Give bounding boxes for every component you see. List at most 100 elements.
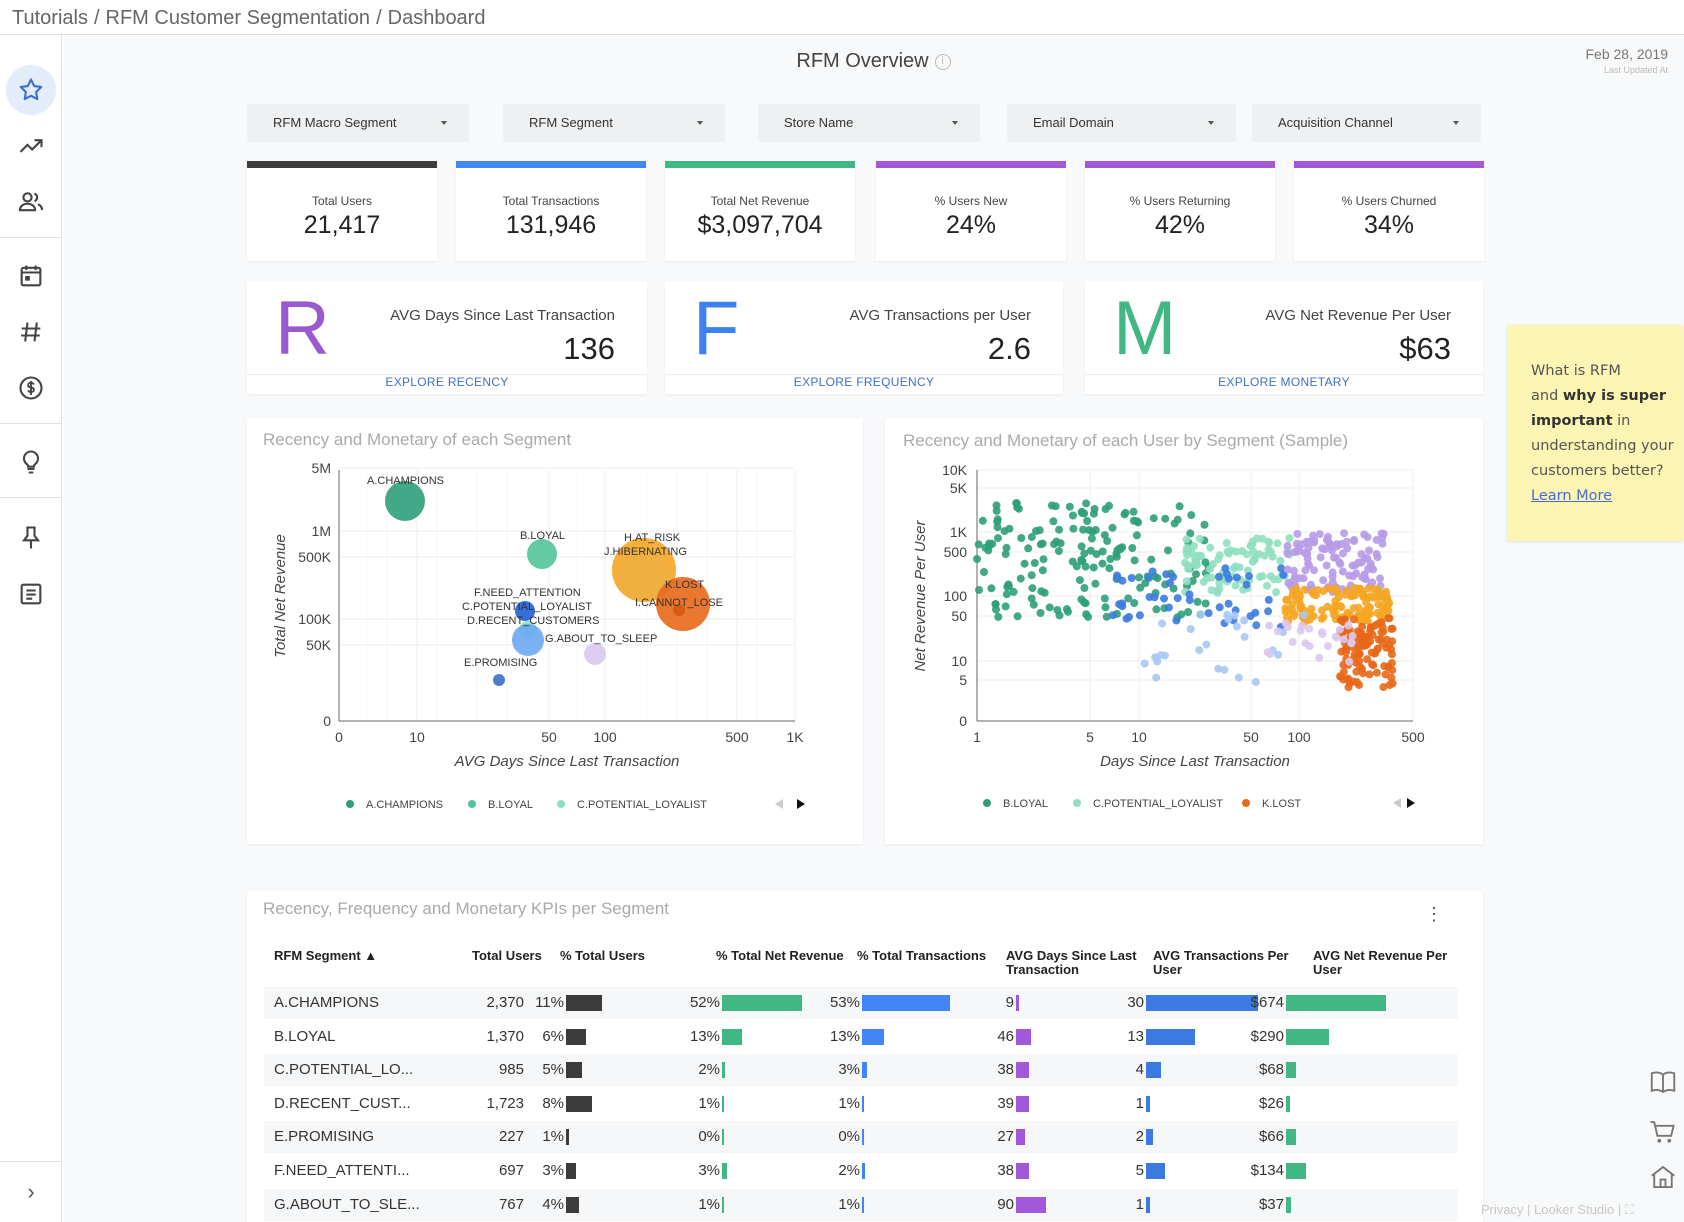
scatter-point bbox=[1345, 657, 1354, 666]
bubble-label: I.CANNOT_LOSE bbox=[635, 597, 723, 609]
col-avg-net-revenue-header[interactable]: AVG Net Revenue Per User bbox=[1313, 948, 1448, 977]
explore-monetary-link[interactable]: EXPLORE MONETARY bbox=[1085, 374, 1483, 394]
last-updated: Feb 28, 2019 Last Updated At bbox=[1585, 46, 1668, 75]
legend-prev-icon bbox=[775, 799, 783, 809]
cell-avg-days: 27 bbox=[997, 1128, 1014, 1146]
lightbulb-icon[interactable] bbox=[6, 437, 56, 487]
bar-pct-users bbox=[566, 1196, 580, 1213]
fullscreen-icon[interactable]: ⛶ bbox=[1624, 1202, 1634, 1217]
cell-avg-transactions: 30 bbox=[1127, 994, 1144, 1011]
cell-pct-transactions: 1% bbox=[838, 1094, 860, 1112]
scatter-point bbox=[1082, 499, 1091, 508]
scatter-point bbox=[1118, 543, 1127, 552]
expand-sidebar-button[interactable]: › bbox=[0, 1161, 62, 1221]
y-tick-label: 5K bbox=[950, 480, 968, 496]
legend-marker bbox=[468, 800, 476, 808]
bar-avg-days bbox=[1016, 1062, 1029, 1079]
kpi-users-new: % Users New 24% bbox=[876, 161, 1066, 261]
scatter-point bbox=[1387, 659, 1396, 667]
trending-up-icon[interactable] bbox=[6, 121, 56, 171]
bar-avg-days bbox=[1016, 995, 1019, 1011]
scatter-point bbox=[1292, 594, 1301, 603]
col-pct-transactions-header[interactable]: % Total Transactions bbox=[857, 948, 987, 963]
calendar-icon[interactable] bbox=[6, 251, 56, 301]
scatter-point bbox=[1030, 559, 1039, 567]
col-avg-days-header[interactable]: AVG Days Since Last Transaction bbox=[1006, 948, 1137, 977]
breadcrumb-item-report[interactable]: RFM Customer Segmentation bbox=[105, 7, 371, 29]
bar-avg-net-revenue bbox=[1286, 1196, 1292, 1213]
table-row[interactable]: F.NEED_ATTENTI... 697 3% 3% 2% 38 5 $134 bbox=[264, 1155, 1458, 1187]
scatter-point bbox=[1161, 514, 1170, 523]
table-row[interactable]: C.POTENTIAL_LO... 985 5% 2% 3% 38 4 $68 bbox=[264, 1054, 1458, 1087]
scatter-point bbox=[1098, 547, 1107, 556]
col-pct-total-users-header[interactable]: % Total Users bbox=[560, 948, 646, 963]
explore-frequency-link[interactable]: EXPLORE FREQUENCY bbox=[665, 374, 1063, 394]
filter-email-domain[interactable]: Email Domain bbox=[1007, 104, 1236, 142]
info-icon[interactable]: i bbox=[934, 53, 951, 70]
table-row[interactable]: E.PROMISING 227 1% 0% 0% 27 2 $66 bbox=[264, 1121, 1458, 1154]
scatter-point bbox=[1162, 570, 1171, 579]
bubble-i-cannot-lose bbox=[673, 604, 685, 616]
cell-pct-users: 11% bbox=[535, 994, 564, 1011]
home-icon[interactable] bbox=[1648, 1162, 1678, 1192]
star-icon[interactable] bbox=[6, 65, 56, 115]
scatter-point bbox=[1270, 575, 1279, 584]
pin-icon[interactable] bbox=[6, 513, 56, 563]
legend-prev-icon bbox=[1393, 798, 1401, 808]
scatter-point bbox=[1098, 559, 1107, 568]
book-icon[interactable] bbox=[1648, 1067, 1678, 1097]
table-row[interactable]: A.CHAMPIONS 2,370 11% 52% 53% 9 30 $674 bbox=[264, 987, 1458, 1019]
bar-pct-revenue bbox=[722, 1095, 724, 1112]
scatter-point bbox=[1388, 679, 1397, 688]
scatter-point bbox=[1372, 668, 1381, 677]
cell-segment: E.PROMISING bbox=[274, 1128, 375, 1146]
user-scatter-chart-card: Recency and Monetary of each User by Seg… bbox=[885, 418, 1483, 844]
scatter-point bbox=[1379, 683, 1388, 692]
filter-store-name[interactable]: Store Name bbox=[758, 104, 980, 142]
bar-avg-days bbox=[1016, 1196, 1046, 1213]
x-tick-label: 50 bbox=[1243, 729, 1259, 745]
scatter-point bbox=[1172, 616, 1181, 625]
scatter-point bbox=[1020, 559, 1029, 568]
scatter-point bbox=[1223, 547, 1232, 556]
explore-recency-link[interactable]: EXPLORE RECENCY bbox=[247, 374, 647, 394]
scatter-point bbox=[1187, 511, 1196, 520]
scatter-point bbox=[1283, 541, 1292, 550]
scatter-point bbox=[1049, 517, 1058, 526]
table-row[interactable]: D.RECENT_CUST... 1,723 8% 1% 1% 39 1 $26 bbox=[264, 1088, 1458, 1120]
bar-avg-transactions bbox=[1146, 995, 1258, 1011]
more-options-icon[interactable]: ⋮ bbox=[1425, 904, 1443, 924]
breadcrumb-item-tutorials[interactable]: Tutorials bbox=[12, 7, 88, 29]
scatter-point bbox=[1348, 632, 1357, 641]
scatter-point bbox=[1185, 590, 1194, 599]
dollar-icon[interactable] bbox=[6, 363, 56, 413]
col-avg-transactions-header[interactable]: AVG Transactions Per User bbox=[1153, 948, 1289, 977]
scatter-point bbox=[1184, 608, 1193, 616]
users-icon[interactable] bbox=[6, 177, 56, 227]
recency-letter: R bbox=[275, 286, 330, 371]
hashtag-icon[interactable] bbox=[6, 307, 56, 357]
filter-rfm-segment[interactable]: RFM Segment bbox=[503, 104, 725, 142]
col-pct-net-revenue-header[interactable]: % Total Net Revenue bbox=[716, 948, 844, 963]
table-row[interactable]: B.LOYAL 1,370 6% 13% 13% 46 13 $290 bbox=[264, 1021, 1458, 1053]
cell-pct-transactions: 13% bbox=[829, 1027, 860, 1045]
scatter-point bbox=[1201, 558, 1210, 567]
learn-more-link[interactable]: Learn More bbox=[1531, 488, 1613, 504]
filter-rfm-macro-segment[interactable]: RFM Macro Segment bbox=[247, 104, 469, 142]
x-tick-label: 50 bbox=[541, 729, 557, 745]
privacy-link[interactable]: Privacy bbox=[1480, 1202, 1524, 1217]
bar-avg-transactions bbox=[1146, 1062, 1161, 1079]
col-rfm-segment-header[interactable]: RFM Segment ▲ bbox=[274, 948, 378, 963]
y-tick-label: 10K bbox=[942, 462, 968, 478]
scatter-point bbox=[1113, 571, 1121, 580]
scatter-point bbox=[1182, 577, 1191, 586]
scatter-point bbox=[1186, 625, 1195, 633]
cart-icon[interactable] bbox=[1648, 1117, 1678, 1147]
col-total-users-header[interactable]: Total Users bbox=[472, 948, 542, 963]
bubble-f-need-attention bbox=[515, 601, 535, 621]
table-row[interactable]: G.ABOUT_TO_SLE... 767 4% 1% 1% 90 1 $37 bbox=[264, 1188, 1458, 1221]
looker-studio-link[interactable]: Looker Studio bbox=[1534, 1202, 1615, 1217]
scatter-point bbox=[1379, 529, 1388, 538]
document-icon[interactable] bbox=[6, 569, 56, 619]
filter-acquisition-channel[interactable]: Acquisition Channel bbox=[1252, 104, 1481, 142]
